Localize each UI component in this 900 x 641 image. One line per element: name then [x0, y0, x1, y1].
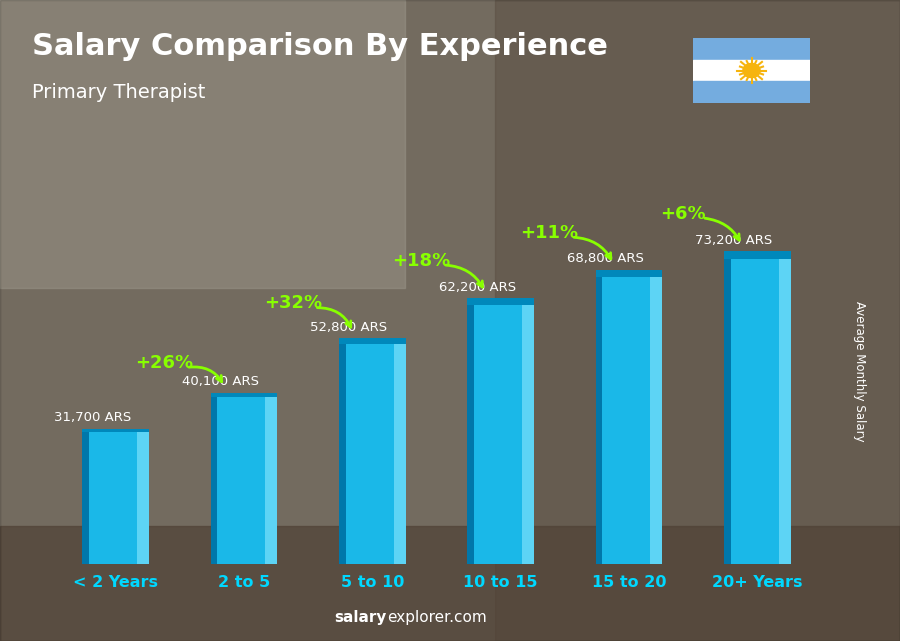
- Bar: [724, 251, 731, 564]
- Text: Primary Therapist: Primary Therapist: [32, 83, 205, 103]
- Bar: [596, 270, 662, 564]
- Text: +26%: +26%: [135, 354, 194, 372]
- Bar: [82, 429, 89, 564]
- Bar: [0, 526, 900, 641]
- Text: 73,200 ARS: 73,200 ARS: [696, 234, 773, 247]
- Bar: [596, 270, 662, 278]
- Bar: [0, 0, 405, 288]
- Bar: [495, 0, 900, 641]
- Bar: [137, 429, 149, 564]
- Bar: [82, 429, 149, 564]
- Text: 52,800 ARS: 52,800 ARS: [310, 321, 388, 334]
- Bar: [724, 251, 791, 259]
- Text: 68,800 ARS: 68,800 ARS: [567, 253, 644, 265]
- Bar: [693, 60, 810, 81]
- Bar: [778, 251, 791, 564]
- Bar: [596, 270, 602, 564]
- Text: +11%: +11%: [520, 224, 579, 242]
- Bar: [339, 338, 406, 344]
- Bar: [467, 298, 534, 305]
- Bar: [393, 338, 406, 564]
- Text: +18%: +18%: [392, 252, 450, 270]
- Bar: [693, 81, 810, 103]
- Bar: [266, 393, 277, 564]
- Text: Average Monthly Salary: Average Monthly Salary: [853, 301, 866, 442]
- Bar: [693, 38, 810, 60]
- Bar: [211, 393, 277, 564]
- Circle shape: [742, 63, 760, 78]
- Text: 31,700 ARS: 31,700 ARS: [54, 411, 130, 424]
- Bar: [651, 270, 662, 564]
- Text: Salary Comparison By Experience: Salary Comparison By Experience: [32, 32, 608, 61]
- Bar: [724, 251, 791, 564]
- Bar: [467, 298, 534, 564]
- Text: 62,200 ARS: 62,200 ARS: [439, 281, 516, 294]
- Text: salary: salary: [335, 610, 387, 625]
- Text: +6%: +6%: [660, 204, 706, 222]
- Bar: [211, 393, 277, 397]
- Bar: [522, 298, 534, 564]
- Bar: [339, 338, 406, 564]
- Text: explorer.com: explorer.com: [387, 610, 487, 625]
- Text: 40,100 ARS: 40,100 ARS: [182, 375, 259, 388]
- Bar: [467, 298, 474, 564]
- Bar: [211, 393, 217, 564]
- Bar: [339, 338, 346, 564]
- Text: +32%: +32%: [264, 294, 322, 312]
- Bar: [82, 429, 149, 432]
